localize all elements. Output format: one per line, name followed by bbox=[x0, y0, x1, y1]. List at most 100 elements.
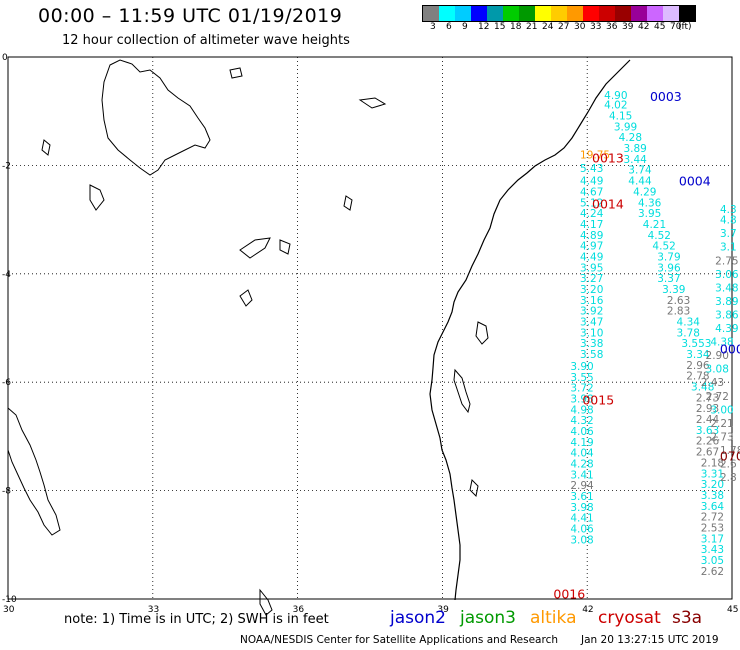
wave-height-value: 4.21 bbox=[643, 219, 666, 231]
map-grid bbox=[7, 56, 733, 600]
wave-height-value: 3.08 bbox=[570, 534, 593, 546]
color-swatch bbox=[471, 6, 487, 21]
wave-height-value: 2.78 bbox=[686, 371, 709, 383]
wave-height-value: 19.75 bbox=[580, 150, 610, 162]
credit-line: NOAA/NESDIS Center for Satellite Applica… bbox=[240, 634, 558, 646]
wave-height-value: 3.48 bbox=[691, 382, 714, 394]
wave-height-value: 4.8 bbox=[720, 215, 737, 227]
wave-height-value: 3.44 bbox=[623, 154, 647, 166]
color-scale-tick: 36 bbox=[606, 22, 618, 32]
color-scale-tick: 18 bbox=[510, 22, 522, 32]
footer-note: note: 1) Time is in UTC; 2) SWH is in fe… bbox=[64, 612, 329, 627]
wave-height-value: 3.553 bbox=[681, 338, 711, 350]
color-swatch bbox=[583, 6, 599, 21]
wave-height-value: 3.37 bbox=[657, 273, 680, 285]
wave-height-value: 3.72 bbox=[570, 383, 593, 395]
pass-id-label: 0003 bbox=[650, 89, 682, 104]
lon-tick-label: 30 bbox=[3, 605, 15, 615]
lon-tick-label: 33 bbox=[148, 605, 159, 615]
color-swatch bbox=[519, 6, 535, 21]
wave-height-value: 3.79 bbox=[657, 251, 680, 263]
color-scale-tick: 45 bbox=[654, 22, 666, 32]
wave-height-value: 4.98 bbox=[570, 404, 593, 416]
wave-height-value: 2.63 bbox=[667, 295, 690, 307]
wave-height-value: 3.48 bbox=[715, 282, 738, 294]
wave-height-value: 3.98 bbox=[570, 393, 593, 405]
pass-id-label: 0004 bbox=[679, 174, 711, 189]
color-scale-tick: 21 bbox=[526, 22, 538, 32]
wave-height-value: 3.96 bbox=[657, 262, 681, 274]
pass-id-label: 000 bbox=[720, 342, 740, 357]
wave-height-value: 3.06 bbox=[715, 269, 739, 281]
wave-height-value: 4.38 bbox=[710, 337, 733, 349]
wave-height-value: 4.41 bbox=[570, 513, 593, 525]
wave-height-value: 2.21 bbox=[710, 418, 733, 430]
wave-height-value: 2.72 bbox=[701, 512, 724, 524]
wave-height-value: 3.47 bbox=[580, 316, 603, 328]
color-scale-tick: 42 bbox=[638, 22, 650, 32]
wave-height-value: 4.17 bbox=[580, 219, 603, 231]
color-scale-tick: 3 bbox=[430, 22, 436, 32]
wave-height-value: 3.89 bbox=[623, 143, 646, 155]
lat-tick-label: -10 bbox=[2, 595, 17, 605]
lat-tick-label: -8 bbox=[2, 487, 11, 497]
legend-item-jason3: jason3 bbox=[460, 608, 516, 628]
wave-height-value: 3.7 bbox=[720, 228, 737, 240]
lon-tick-label: 45 bbox=[727, 605, 738, 615]
lon-tick-label: 39 bbox=[437, 605, 449, 615]
color-scale-tick: 39 bbox=[622, 22, 634, 32]
color-scale-bar bbox=[422, 5, 696, 22]
wave-height-value: 3.61 bbox=[570, 491, 593, 503]
pass-id-label: 0015 bbox=[582, 393, 614, 408]
wave-height-value: 3.63 bbox=[696, 425, 719, 437]
wave-height-value: 2.94 bbox=[570, 480, 594, 492]
wave-height-value: 3.00 bbox=[710, 404, 733, 416]
page-title: 00:00 – 11:59 UTC 01/19/2019 bbox=[38, 5, 343, 27]
wave-height-value: 2.93 bbox=[696, 403, 719, 415]
wave-height-value: 4.44 bbox=[628, 176, 652, 188]
wave-height-value: 2.73 bbox=[696, 392, 719, 404]
lon-tick-label: 36 bbox=[293, 605, 305, 615]
color-swatch bbox=[455, 6, 471, 21]
wave-height-value: 2.62 bbox=[701, 566, 724, 578]
wave-height-value: 3.99 bbox=[614, 121, 637, 133]
wave-height-value: 2.67 bbox=[696, 447, 719, 459]
wave-height-value: 3.20 bbox=[580, 284, 603, 296]
wave-height-value: 2.8 bbox=[720, 472, 737, 484]
wave-height-value: 3.90 bbox=[570, 361, 593, 373]
wave-height-values: 4.904.024.153.994.283.893.443.744.444.29… bbox=[570, 90, 740, 578]
color-swatch bbox=[439, 6, 455, 21]
wave-height-value: 3.43 bbox=[701, 544, 724, 556]
lat-tick-label: -6 bbox=[2, 378, 11, 388]
lat-tick-label: 0 bbox=[2, 53, 8, 63]
wave-height-value: 4.06 bbox=[570, 426, 594, 438]
legend-item-s3a: s3a bbox=[672, 608, 703, 628]
wave-height-value: 4.28 bbox=[570, 459, 593, 471]
wave-height-value: 2.6 bbox=[720, 459, 737, 471]
color-swatch bbox=[647, 6, 663, 21]
wave-height-value: 4.52 bbox=[648, 230, 671, 242]
wave-height-value: 2.90 bbox=[706, 350, 729, 362]
wave-height-value: 3.86 bbox=[715, 309, 739, 321]
wave-height-value: 4.3 bbox=[720, 204, 737, 216]
color-scale-tick: 9 bbox=[462, 22, 468, 32]
wave-height-value: 4.67 bbox=[580, 186, 603, 198]
wave-height-value: 1.78 bbox=[720, 445, 740, 457]
color-swatch bbox=[487, 6, 503, 21]
wave-height-value: 4.02 bbox=[604, 100, 627, 112]
color-swatch bbox=[551, 6, 567, 21]
pass-id-labels: 0003 0013 0004 0014 000 0015 070 0016 bbox=[553, 89, 740, 602]
wave-height-value: 4.06 bbox=[570, 524, 594, 536]
wave-height-value: 3.95 bbox=[638, 208, 661, 220]
page-subtitle: 12 hour collection of altimeter wave hei… bbox=[62, 33, 350, 48]
color-scale-tick: 33 bbox=[590, 22, 602, 32]
legend-item-cryosat: cryosat bbox=[598, 608, 661, 628]
wave-height-value: 4.15 bbox=[609, 111, 632, 123]
color-swatch bbox=[615, 6, 631, 21]
wave-height-value: 4.28 bbox=[619, 132, 642, 144]
wave-height-value: 5.12 bbox=[580, 197, 603, 209]
wave-height-value: 2.73 bbox=[710, 431, 733, 443]
color-scale-tick: 12 bbox=[478, 22, 490, 32]
color-scale-tick: 15 bbox=[494, 22, 506, 32]
